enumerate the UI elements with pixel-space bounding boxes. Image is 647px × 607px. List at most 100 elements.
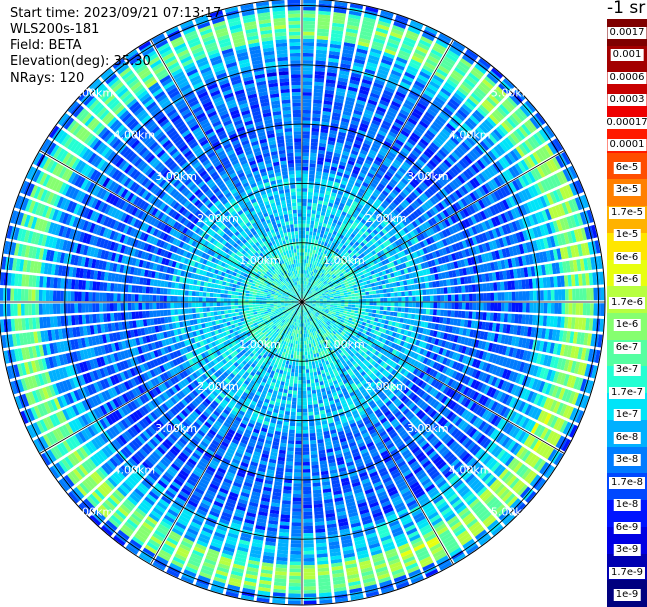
ppi-gate (401, 307, 405, 313)
ppi-gate (311, 461, 319, 466)
ppi-gate (312, 364, 316, 369)
ppi-gate (313, 195, 319, 200)
ppi-gate (332, 156, 340, 161)
ppi-gate (398, 49, 411, 58)
ppi-gate (402, 161, 411, 169)
ppi-gate (359, 200, 366, 207)
ppi-gate (373, 159, 382, 166)
ppi-gate (302, 213, 307, 217)
ppi-gate (518, 314, 523, 324)
ppi-gate (358, 172, 366, 178)
ppi-gate (326, 187, 332, 192)
ppi-gate (323, 234, 328, 239)
ppi-gate (375, 156, 383, 163)
ppi-gate (341, 222, 346, 228)
ppi-gate (322, 114, 331, 120)
ppi-gate (412, 83, 424, 92)
ppi-gate (333, 296, 338, 299)
ppi-gate (302, 109, 311, 114)
ppi-gate (522, 302, 527, 313)
ppi-gate (401, 291, 405, 297)
ppi-gate (302, 77, 313, 82)
ppi-gate (306, 256, 309, 260)
ppi-gate (340, 121, 349, 127)
ppi-gate (331, 192, 337, 197)
ppi-gate (371, 313, 376, 318)
ppi-gate (470, 69, 482, 80)
ppi-gate (330, 297, 334, 299)
ppi-gate (384, 86, 395, 94)
ppi-gate (378, 65, 390, 73)
ppi-gate (372, 191, 379, 198)
ppi-gate (425, 309, 430, 315)
ppi-gate (386, 154, 395, 162)
ppi-gate (324, 276, 329, 281)
ppi-gate (421, 167, 430, 176)
ppi-gate (390, 201, 397, 209)
ppi-gate (451, 294, 455, 302)
ppi-gate (336, 307, 341, 310)
ppi-gate (336, 87, 346, 93)
ppi-gate (419, 296, 423, 302)
ppi-gate (314, 375, 318, 380)
ppi-gate (395, 156, 404, 164)
ppi-gate (338, 164, 346, 170)
ppi-gate (356, 215, 363, 222)
ppi-gate (340, 257, 345, 262)
ppi-gate (401, 43, 414, 52)
ppi-gate (338, 217, 344, 223)
ppi-gate (307, 290, 311, 294)
ppi-gate (302, 262, 304, 267)
ppi-gate (427, 55, 440, 64)
ppi-gate (388, 76, 400, 84)
ppi-gate (371, 119, 381, 126)
ppi-gate (305, 358, 309, 363)
ppi-gate (417, 42, 430, 51)
ppi-gate (330, 195, 336, 201)
ppi-gate (407, 155, 416, 164)
ppi-gate (405, 158, 414, 166)
ppi-gate (316, 164, 323, 169)
ppi-gate (385, 283, 390, 289)
ppi-gate (316, 300, 320, 302)
ppi-gate (457, 86, 469, 97)
ppi-gate (310, 440, 317, 445)
ppi-gate (311, 138, 319, 143)
ppi-gate (321, 208, 327, 213)
ppi-gate (318, 200, 323, 205)
ppi-gate (499, 104, 510, 116)
ppi-gate (305, 245, 308, 249)
ppi-gate (383, 306, 388, 311)
ppi-gate (397, 312, 401, 317)
ppi-gate (314, 411, 320, 416)
ppi-gate (341, 299, 345, 302)
ppi-gate (342, 236, 348, 242)
ppi-gate (471, 112, 483, 123)
ppi-gate (315, 425, 322, 430)
ppi-gate (424, 165, 432, 173)
ppi-gate (364, 109, 374, 116)
ppi-gate (362, 298, 366, 302)
ppi-gate (331, 258, 336, 264)
ppi-gate (315, 56, 327, 62)
ppi-gate (367, 58, 379, 65)
ppi-gate (379, 62, 392, 69)
ppi-gate (393, 63, 405, 71)
ppi-gate (426, 129, 436, 139)
ppi-gate (425, 147, 435, 156)
ppi-gate (309, 347, 313, 352)
ppi-gate (518, 291, 523, 301)
ppi-gate (351, 149, 359, 156)
ppi-gate (311, 386, 316, 391)
ppi-gate (303, 291, 306, 296)
ppi-gate (412, 178, 420, 186)
ppi-gate (405, 33, 418, 42)
ppi-gate (392, 175, 400, 183)
ppi-gate (474, 109, 485, 120)
ppi-gate (305, 369, 310, 373)
ppi-gate (313, 503, 323, 508)
ppi-gate (455, 89, 467, 100)
ppi-gate (491, 67, 503, 79)
ppi-gate (396, 170, 405, 177)
ppi-gate (320, 273, 325, 277)
